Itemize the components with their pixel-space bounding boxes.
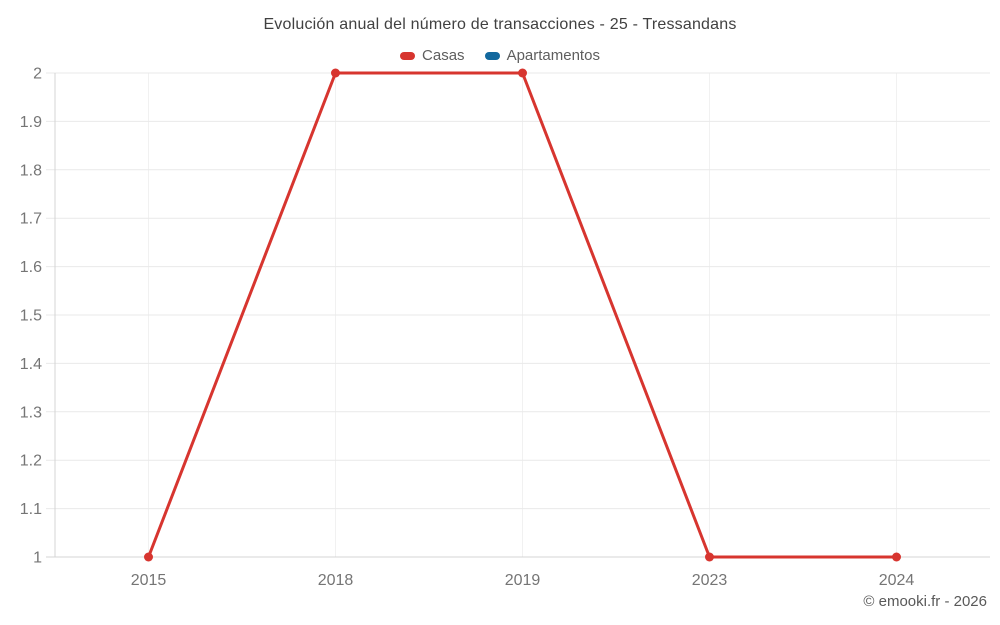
legend-swatch: [484, 51, 500, 60]
data-point[interactable]: [331, 68, 340, 78]
y-tick-label: 2: [33, 66, 42, 83]
x-tick-label: 2018: [318, 572, 354, 589]
y-tick-label: 1: [33, 550, 42, 567]
data-point[interactable]: [518, 68, 527, 78]
y-tick-label: 1.9: [20, 114, 42, 131]
legend-swatch: [400, 51, 416, 60]
x-tick-label: 2015: [131, 572, 167, 589]
y-tick-label: 1.5: [20, 308, 42, 325]
y-tick-label: 1.3: [20, 404, 42, 421]
x-tick-label: 2024: [879, 572, 915, 589]
x-tick-label: 2023: [692, 572, 728, 589]
data-point[interactable]: [892, 552, 901, 562]
y-tick-label: 1.7: [20, 211, 42, 228]
y-tick-label: 1.8: [20, 162, 42, 179]
y-tick-label: 1.4: [20, 356, 42, 373]
legend-label: Apartamentos: [506, 47, 600, 64]
data-point[interactable]: [144, 552, 153, 562]
legend-item-casas[interactable]: Casas: [400, 47, 465, 64]
data-point[interactable]: [705, 552, 714, 562]
y-tick-label: 1.6: [20, 259, 42, 276]
chart-title: Evolución anual del número de transaccio…: [263, 16, 737, 33]
legend-item-apartamentos[interactable]: Apartamentos: [484, 47, 600, 64]
x-tick-label: 2019: [505, 572, 541, 589]
y-tick-label: 1.1: [20, 501, 42, 518]
chart-legend: Casas Apartamentos: [0, 47, 1000, 64]
copyright: © emooki.fr - 2026: [863, 593, 987, 610]
y-tick-label: 1.2: [20, 453, 42, 470]
legend-label: Casas: [422, 47, 465, 64]
